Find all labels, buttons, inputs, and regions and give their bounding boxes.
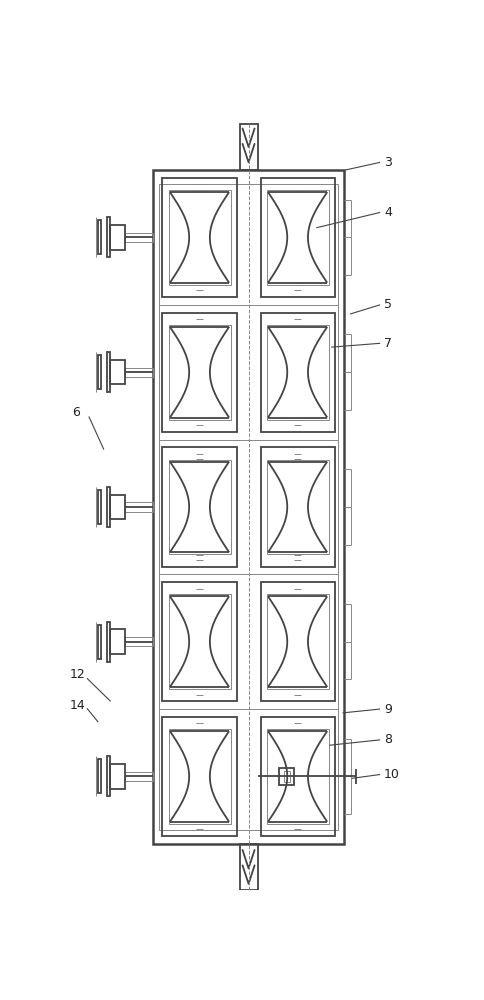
Bar [98, 759, 101, 793]
Bar [260, 717, 334, 836]
Bar [98, 490, 101, 524]
Bar [283, 771, 289, 782]
Bar [168, 594, 230, 689]
Bar [98, 220, 101, 254]
Bar [260, 312, 334, 432]
Bar [162, 582, 236, 701]
Bar [168, 460, 230, 554]
Bar [106, 352, 110, 392]
Bar [162, 312, 236, 432]
Bar [98, 625, 101, 659]
Text: 12: 12 [70, 668, 86, 681]
Bar [168, 729, 230, 824]
Bar [168, 190, 230, 285]
Bar [152, 170, 344, 844]
Bar [110, 360, 124, 384]
Bar [239, 124, 257, 170]
Bar [106, 622, 110, 662]
Bar [266, 190, 328, 285]
Bar [124, 368, 152, 377]
Bar [162, 447, 236, 567]
Bar [110, 629, 124, 654]
Bar [239, 844, 257, 890]
Text: 14: 14 [70, 699, 86, 712]
Text: 5: 5 [383, 298, 391, 311]
Bar [278, 768, 294, 785]
Text: 8: 8 [383, 733, 391, 746]
Bar [110, 495, 124, 519]
Bar [168, 325, 230, 420]
Bar [266, 325, 328, 420]
Bar [124, 637, 152, 646]
Bar [266, 460, 328, 554]
Bar [106, 217, 110, 257]
Bar [162, 178, 236, 297]
Bar [110, 764, 124, 789]
Text: 9: 9 [383, 703, 391, 716]
Bar [106, 487, 110, 527]
Bar [124, 233, 152, 242]
Bar [159, 184, 337, 830]
Bar [98, 355, 101, 389]
Bar [162, 717, 236, 836]
Text: 6: 6 [72, 406, 79, 419]
Bar [260, 447, 334, 567]
Bar [260, 178, 334, 297]
Bar [106, 756, 110, 796]
Text: 7: 7 [383, 337, 391, 350]
Bar [260, 582, 334, 701]
Text: 3: 3 [383, 156, 391, 169]
Bar [110, 225, 124, 250]
Text: 10: 10 [383, 768, 399, 781]
Bar [266, 729, 328, 824]
Bar [124, 772, 152, 781]
Bar [124, 502, 152, 512]
Bar [266, 594, 328, 689]
Text: 4: 4 [383, 206, 391, 219]
